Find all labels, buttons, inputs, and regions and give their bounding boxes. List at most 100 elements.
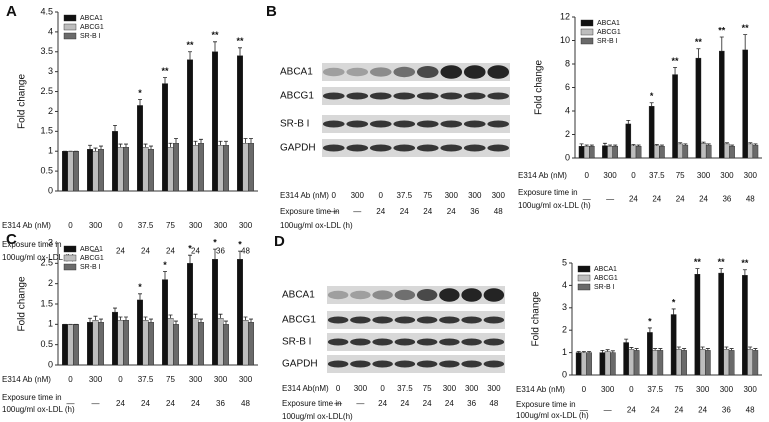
blot-band: [372, 290, 393, 300]
blot-band: [322, 92, 345, 100]
bar: [602, 145, 608, 159]
error-bar: [118, 143, 123, 148]
bar: [681, 350, 687, 376]
time-label: 24: [378, 399, 387, 408]
bar: [752, 144, 759, 159]
x-tick-label: 37.5: [138, 375, 154, 384]
y-tick-label: 3: [48, 237, 53, 247]
bar: [242, 143, 249, 192]
error-bar: [742, 269, 747, 276]
blot-band: [350, 338, 371, 346]
blot-band: [322, 144, 345, 152]
bar: [92, 151, 99, 192]
x-time-label: 24: [141, 399, 150, 408]
error-bar: [138, 99, 142, 106]
significance: *: [213, 237, 217, 247]
x-time-label: —: [580, 406, 588, 415]
error-bar: [224, 320, 228, 325]
dose-label: 37.5: [396, 191, 412, 200]
bar: [672, 74, 678, 159]
blot-band: [416, 338, 438, 346]
dose-label: 300: [351, 191, 365, 200]
x-tick-label: 300: [89, 375, 103, 384]
bar: [612, 146, 618, 159]
y-tick-label: 0: [48, 185, 53, 195]
blot-label: ABCA1: [280, 67, 313, 78]
x-time-label: 48: [241, 399, 250, 408]
x-tick-label: 300: [214, 221, 228, 230]
significance: **: [741, 258, 749, 268]
error-bar: [587, 351, 592, 353]
legend-label: ABCG1: [80, 255, 104, 262]
bar: [73, 324, 79, 366]
panel-letter: D: [274, 233, 285, 250]
y-tick-label: 4.5: [40, 6, 53, 16]
error-bar: [626, 120, 631, 124]
bar: [87, 149, 93, 192]
bar: [123, 320, 129, 366]
x-tick-label: 300: [214, 375, 228, 384]
bar: [212, 51, 218, 192]
error-bar: [193, 140, 198, 146]
blot-band: [394, 338, 416, 346]
x-time-label: —: [92, 399, 100, 408]
error-bar: [753, 348, 758, 351]
x-tick-label: 300: [239, 375, 253, 384]
y-tick-label: 1.5: [40, 126, 53, 136]
blot-band: [346, 144, 369, 152]
bar: [137, 105, 143, 192]
error-bar: [678, 142, 683, 144]
row-label: Exposure time in: [2, 240, 62, 249]
bar: [173, 324, 179, 366]
error-bar: [138, 293, 142, 300]
error-bar: [653, 348, 658, 351]
error-bar: [584, 144, 589, 147]
y-tick-label: 0.5: [40, 339, 53, 349]
x-tick-label: 37.5: [647, 385, 663, 394]
blot-band: [346, 92, 369, 100]
y-tick-label: 6: [565, 82, 570, 92]
y-tick-label: 3.5: [40, 46, 53, 56]
bar: [212, 259, 218, 366]
legend-swatch: [577, 283, 591, 291]
bar: [705, 144, 712, 159]
x-time-label: 24: [116, 399, 125, 408]
blot-band: [461, 360, 482, 368]
blot-band: [440, 144, 463, 152]
dose-label: 0: [332, 191, 337, 200]
error-bar: [168, 314, 173, 319]
bar: [752, 350, 759, 376]
error-bar: [576, 351, 581, 353]
dose-label: 0: [380, 384, 385, 393]
x-tick-label: 37.5: [138, 221, 154, 230]
legend-label: ABCG1: [594, 275, 618, 282]
time-label: 24: [447, 207, 456, 216]
bar: [173, 143, 179, 192]
x-tick-label: 300: [189, 221, 203, 230]
dose-label: 300: [465, 384, 479, 393]
blot-label: ABCA1: [282, 290, 315, 301]
time-label: —: [334, 399, 342, 408]
bar: [728, 350, 735, 376]
bar: [695, 57, 702, 159]
error-bar: [647, 327, 652, 333]
dose-label: 300: [492, 191, 506, 200]
error-bar: [243, 316, 248, 321]
time-label: 24: [400, 207, 409, 216]
blot-band: [440, 120, 463, 128]
y-tick-label: 1: [562, 347, 567, 357]
x-time-label: 36: [216, 247, 225, 256]
time-label: —: [353, 207, 361, 216]
blot-band: [416, 144, 439, 152]
bar: [648, 106, 655, 159]
bar: [700, 143, 707, 159]
blot-band: [327, 338, 349, 346]
dose-label: 300: [443, 384, 457, 393]
error-bar: [748, 142, 753, 144]
error-bar: [659, 144, 664, 147]
error-bar: [729, 348, 734, 351]
blot-band: [461, 288, 482, 302]
x-tick-label: 75: [676, 171, 685, 180]
error-bar: [88, 144, 92, 150]
x-time-label: 24: [166, 247, 175, 256]
